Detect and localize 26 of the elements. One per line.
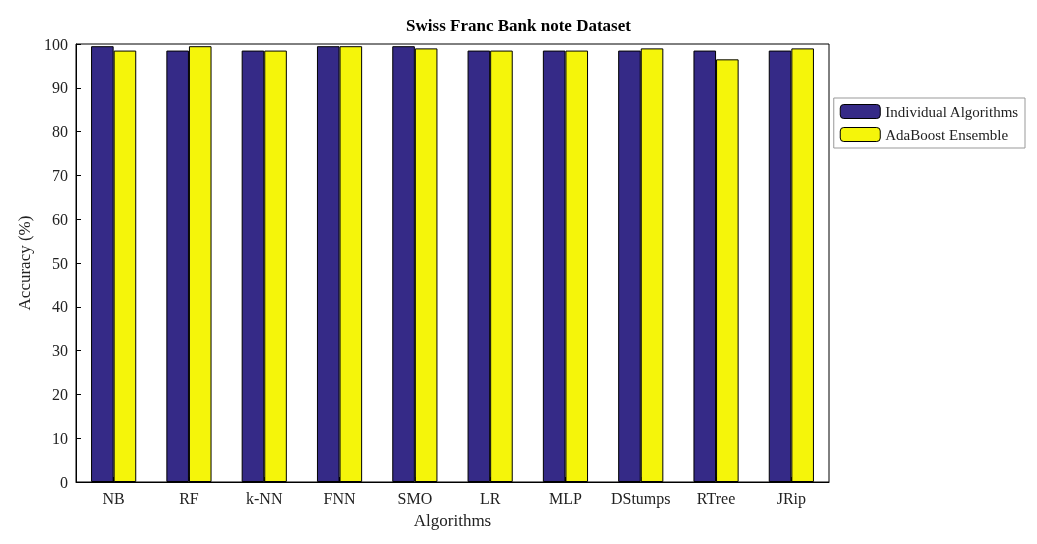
- chart-title: Swiss Franc Bank note Dataset: [406, 16, 632, 35]
- y-tick-label: 80: [52, 123, 68, 141]
- legend-label: AdaBoost Ensemble: [885, 126, 1009, 143]
- y-tick-label: 30: [52, 342, 68, 360]
- x-tick-label: RF: [179, 489, 199, 507]
- y-tick-label: 70: [52, 166, 68, 184]
- legend-label: Individual Algorithms: [885, 103, 1019, 120]
- x-tick-label: SMO: [397, 489, 433, 507]
- x-tick-label: JRip: [776, 489, 807, 508]
- x-tick-label: NB: [102, 489, 125, 507]
- y-axis-title: Accuracy (%): [15, 215, 35, 311]
- y-tick-label: 50: [52, 254, 68, 272]
- x-tick-label: FNN: [323, 489, 356, 507]
- y-tick-label: 0: [60, 473, 68, 491]
- x-tick-label: MLP: [549, 489, 582, 507]
- y-tick-label: 10: [52, 429, 68, 447]
- x-tick-label: k-NN: [246, 489, 283, 507]
- x-tick-label: RTree: [696, 489, 736, 507]
- y-tick-label: 40: [52, 298, 68, 316]
- y-tick-label: 60: [52, 210, 68, 228]
- y-tick-label: 20: [52, 385, 68, 403]
- x-axis-title: Algorithms: [413, 511, 492, 530]
- y-tick-label: 100: [44, 35, 68, 53]
- y-tick-label: 90: [52, 79, 68, 97]
- x-tick-label: DStumps: [610, 489, 671, 508]
- x-tick-label: LR: [479, 489, 501, 507]
